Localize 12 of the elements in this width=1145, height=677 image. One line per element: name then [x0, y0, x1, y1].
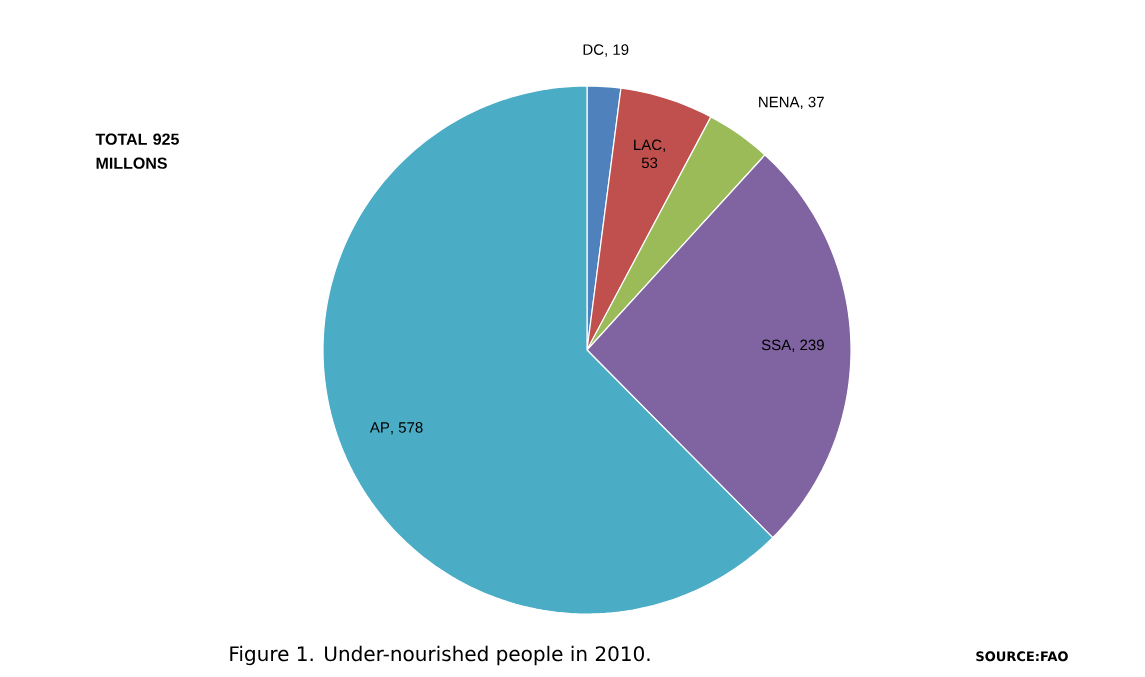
source-note: SOURCE:FAO: [976, 651, 1068, 662]
text: TOTAL 925 MILLONS: [95, 133, 179, 169]
slice-label: DC: [583, 44, 604, 55]
data-label: , 578: [391, 422, 423, 435]
slice-label: AP: [369, 422, 390, 433]
slice-label: LAC: [634, 139, 662, 151]
data-label: , 37: [800, 96, 824, 110]
text: Figure 1. Under-nourished people in 2010.: [230, 645, 650, 666]
slice-label: SSA: [761, 339, 792, 351]
data-label: , 19: [605, 44, 629, 57]
slice-label: NENA: [759, 96, 800, 108]
data-label: , 239: [792, 339, 824, 352]
